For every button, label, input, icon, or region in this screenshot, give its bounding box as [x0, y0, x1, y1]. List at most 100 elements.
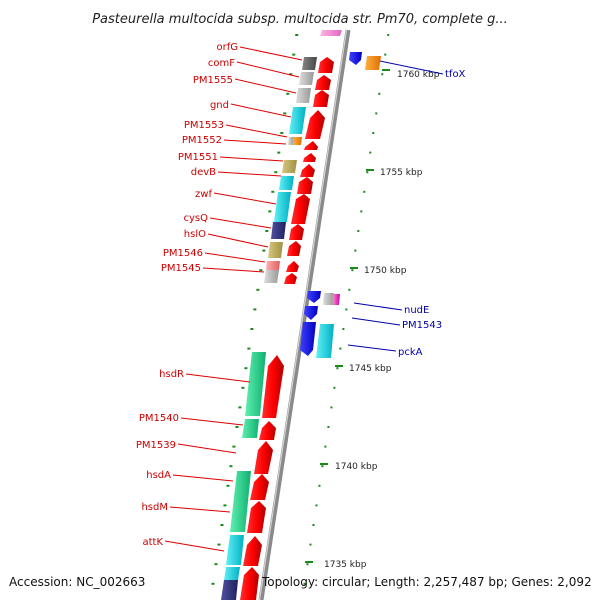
- cog-box: [316, 324, 334, 358]
- leader-line: [379, 60, 444, 75]
- gene-arrow[interactable]: [305, 110, 325, 139]
- gene-label-PM1539[interactable]: PM1539: [136, 440, 176, 451]
- gene-arrow[interactable]: [303, 153, 316, 162]
- gene-arrow[interactable]: [313, 90, 329, 107]
- leader-line: [172, 474, 234, 482]
- cog-box: [266, 261, 280, 270]
- gene-label-PM1546[interactable]: PM1546: [163, 248, 203, 259]
- cog-box: [293, 137, 302, 145]
- gene-arrow[interactable]: [247, 501, 266, 533]
- scale-label-1755: 1755 kbp: [380, 168, 423, 178]
- gene-arrow[interactable]: [286, 261, 299, 272]
- gene-arrow[interactable]: [240, 567, 259, 600]
- leader-line: [207, 233, 269, 248]
- scale-label-1740: 1740 kbp: [335, 462, 378, 472]
- gene-arrow[interactable]: [262, 355, 284, 418]
- leader-line: [236, 61, 300, 78]
- gene-arrow[interactable]: [259, 421, 276, 440]
- gene-arrow[interactable]: [243, 536, 262, 566]
- gene-label-tfoX[interactable]: tfoX: [445, 69, 466, 80]
- gene-arrow[interactable]: [304, 141, 318, 150]
- leader-line: [204, 252, 266, 263]
- right-gene-labels: tfoX nudE PM1543 pckA: [347, 60, 466, 358]
- gene-arrow[interactable]: [300, 164, 315, 177]
- outer-tick-track: [303, 34, 390, 585]
- gene-arrow[interactable]: [349, 52, 362, 65]
- left-gene-labels: orfG comF PM1555 gnd PM1553 PM1552 PM155…: [136, 42, 303, 552]
- leader-line: [230, 103, 292, 118]
- cog-box: [230, 471, 251, 532]
- gene-arrow[interactable]: [318, 57, 334, 73]
- gene-label-PM1540[interactable]: PM1540: [139, 413, 179, 424]
- cog-box: [224, 567, 240, 580]
- gene-arrow[interactable]: [284, 273, 297, 284]
- gene-label-hsdR[interactable]: hsdR: [159, 369, 184, 380]
- cog-box: [289, 107, 306, 134]
- topology-text: Topology: circular; Length: 2,257,487 bp…: [261, 575, 592, 589]
- cog-box: [226, 535, 244, 565]
- gene-arrow[interactable]: [250, 474, 269, 500]
- genome-backbone-highlight: [258, 29, 348, 600]
- gene-fragment-top: [320, 30, 342, 36]
- cog-box: [274, 192, 291, 222]
- gene-label-zwf[interactable]: zwf: [195, 189, 212, 200]
- genome-backbone: [258, 29, 351, 600]
- leader-line: [219, 156, 284, 162]
- leader-line: [202, 267, 265, 273]
- gene-label-hslO[interactable]: hslO: [184, 229, 206, 240]
- map-title: Pasteurella multocida subsp. multocida s…: [92, 12, 508, 27]
- gene-arrow[interactable]: [307, 291, 321, 303]
- cog-box: [221, 580, 238, 600]
- cog-box: [271, 222, 286, 239]
- cog-category-boxes: [221, 57, 317, 600]
- gene-label-pckA[interactable]: pckA: [398, 347, 423, 358]
- gene-label-PM1555[interactable]: PM1555: [193, 75, 233, 86]
- gene-arrow[interactable]: [297, 177, 313, 194]
- gene-arrow[interactable]: [287, 241, 301, 256]
- scale-label-1750: 1750 kbp: [364, 266, 407, 276]
- gene-arrow[interactable]: [289, 224, 304, 240]
- reverse-strand-genes: [300, 52, 381, 358]
- forward-strand-genes: [240, 57, 334, 600]
- accession-text: Accession: NC_002663: [9, 575, 145, 589]
- gene-label-cysQ[interactable]: cysQ: [184, 213, 209, 224]
- leader-line: [177, 443, 237, 454]
- cog-box: [288, 137, 294, 145]
- gene-label-PM1545[interactable]: PM1545: [161, 263, 201, 274]
- leader-line: [217, 171, 282, 177]
- gene-label-PM1551[interactable]: PM1551: [178, 152, 218, 163]
- gene-label-hsdA[interactable]: hsdA: [146, 470, 171, 481]
- cog-box: [279, 176, 294, 190]
- gene-label-devB[interactable]: devB: [191, 167, 216, 178]
- gene-label-PM1552[interactable]: PM1552: [182, 135, 222, 146]
- gene-arrow[interactable]: [254, 441, 273, 474]
- gene-label-attK[interactable]: attK: [142, 537, 163, 548]
- gene-arrow[interactable]: [291, 194, 310, 224]
- leader-line: [353, 302, 403, 311]
- leader-line: [351, 317, 401, 326]
- leader-line: [234, 78, 297, 94]
- leader-line: [239, 46, 303, 61]
- gene-label-PM1553[interactable]: PM1553: [184, 120, 224, 131]
- gene-label-gnd[interactable]: gnd: [210, 100, 229, 111]
- cog-box: [333, 294, 340, 305]
- gene-arrow[interactable]: [315, 75, 331, 90]
- gene-label-orfG[interactable]: orfG: [217, 42, 239, 53]
- cog-box: [365, 56, 381, 70]
- gene-label-PM1543[interactable]: PM1543: [402, 320, 442, 331]
- inner-tick-track: [211, 34, 299, 585]
- gene-label-nudE[interactable]: nudE: [404, 305, 429, 316]
- leader-line: [169, 506, 231, 513]
- gene-label-comF[interactable]: comF: [208, 58, 235, 69]
- gene-arrow[interactable]: [300, 322, 316, 356]
- cog-box: [245, 352, 266, 416]
- scale-label-1735: 1735 kbp: [324, 560, 367, 570]
- leader-line: [180, 417, 244, 426]
- gene-arrow[interactable]: [304, 306, 318, 320]
- leader-line: [209, 217, 272, 229]
- leader-line: [164, 540, 225, 552]
- gene-label-hsdM[interactable]: hsdM: [141, 502, 168, 513]
- cog-box: [268, 242, 283, 258]
